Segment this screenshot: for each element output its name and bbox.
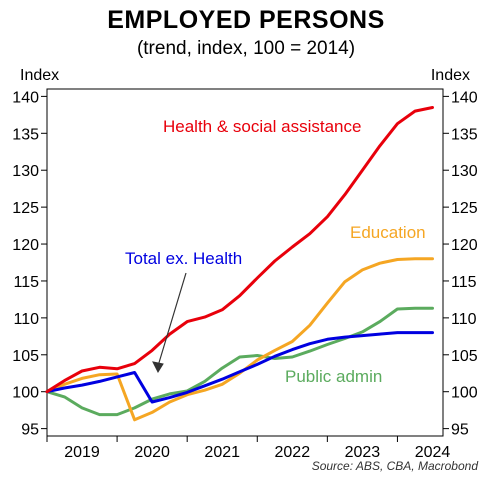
x-tick-label: 2020 (134, 444, 170, 461)
series-line-total-ex-health (45, 331, 434, 404)
y-tick-label-right: 140 (451, 89, 478, 106)
y-tick-label-right: 135 (451, 126, 478, 143)
y-tick-label-right: 120 (451, 237, 478, 254)
y-tick-label-right: 105 (451, 348, 478, 365)
x-tick-label: 2021 (204, 444, 240, 461)
y-tick-label-left: 125 (12, 200, 39, 217)
y-tick-label-right: 100 (451, 385, 478, 402)
series-labels: Health & social assistance Education Total… (125, 117, 426, 386)
series-line-education (45, 257, 434, 422)
label-total-ex-health: Total ex. Health (125, 249, 242, 268)
annotation-arrow-line (157, 272, 187, 367)
label-health-social-assistance: Health & social assistance (163, 117, 361, 136)
y-tick-label-left: 115 (13, 274, 39, 291)
x-tick-label: 2019 (64, 444, 100, 461)
y-tick-label-left: 110 (13, 311, 39, 328)
y-tick-label-right: 125 (451, 200, 478, 217)
series-lines (45, 106, 434, 422)
y-axis-label-left: Index (20, 67, 59, 84)
annotation-arrow-head (152, 361, 164, 374)
y-tick-label-right: 95 (451, 422, 469, 439)
y-tick-label-left: 135 (12, 126, 39, 143)
y-tick-label-left: 120 (12, 237, 39, 254)
y-axis-label-right: Index (431, 67, 470, 84)
y-tick-label-left: 105 (12, 348, 39, 365)
chart-subtitle: (trend, index, 100 = 2014) (136, 38, 356, 59)
y-tick-label-right: 110 (451, 311, 477, 328)
y-tick-label-left: 100 (12, 385, 39, 402)
y-tick-label-left: 140 (12, 89, 39, 106)
x-tick-label: 2023 (345, 444, 381, 461)
source-note: Source: ABS, CBA, Macrobond (311, 459, 478, 473)
label-public-admin: Public admin (285, 367, 382, 386)
chart-title: EMPLOYED PERSONS (107, 6, 385, 34)
series-line-public-admin (45, 306, 434, 417)
label-education: Education (350, 223, 426, 242)
y-tick-label-right: 115 (451, 274, 477, 291)
series-line-health-social-assistance (45, 106, 434, 394)
y-tick-label-right: 130 (451, 163, 478, 180)
y-tick-label-left: 130 (12, 163, 39, 180)
x-tick-label: 2024 (415, 444, 451, 461)
y-tick-label-left: 95 (21, 422, 39, 439)
x-tick-label: 2022 (275, 444, 311, 461)
axes: 95 95 100 100 105 105 110 110 115 115 120 120 125 125… (12, 67, 478, 461)
plot-frame (46, 88, 444, 437)
